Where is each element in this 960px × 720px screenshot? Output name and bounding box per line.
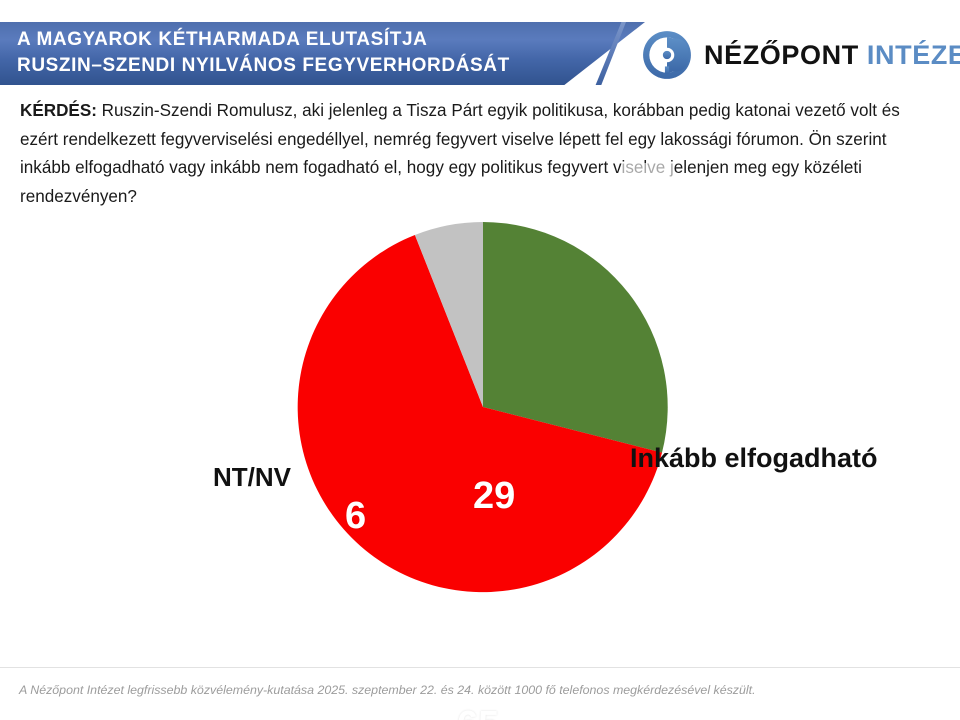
question-label: KÉRDÉS:: [20, 101, 97, 120]
brand-logo: NÉZŐPONT INTÉZET: [641, 27, 960, 83]
footer-methodology-note: A Nézőpont Intézet legfrissebb közvélemé…: [19, 683, 756, 697]
nezopont-eye-logo-icon: [643, 31, 691, 79]
pie-value-green: 29: [473, 475, 516, 517]
pie-label-inkabb-elfogadhato: Inkább elfogadható: [630, 443, 878, 473]
footer-divider: [0, 667, 960, 668]
question-text: Ruszin-Szendi Romulusz, aki jelenleg a T…: [20, 101, 900, 206]
logo-word-nezopont: NÉZŐPONT: [704, 39, 859, 70]
header-title-line1: A MAGYAROK KÉTHARMADA ELUTASÍTJA: [17, 29, 428, 50]
pie-value-grey: 6: [345, 495, 367, 537]
pie-chart: 29 6 65 Inkább elfogadható NT/NV Inkább …: [0, 205, 960, 720]
header-banner: A MAGYAROK KÉTHARMADA ELUTASÍTJA RUSZIN–…: [0, 22, 645, 85]
pie-chart-svg: [297, 222, 668, 593]
survey-question: KÉRDÉS: Ruszin-Szendi Romulusz, aki jele…: [20, 97, 940, 211]
pie-label-nt-nv: NT/NV: [213, 462, 291, 492]
pie-slice-grey: [414, 222, 483, 407]
pie-slice-green: [483, 222, 668, 453]
pie-slice-red: [297, 235, 662, 593]
pie-value-red: 65: [457, 706, 499, 720]
header-title-line2: RUSZIN–SZENDI NYILVÁNOS FEGYVERHORDÁSÁT: [17, 55, 510, 76]
logo-wordmark: NÉZŐPONT INTÉZET: [704, 40, 960, 71]
logo-word-intezet: INTÉZET: [866, 39, 960, 70]
